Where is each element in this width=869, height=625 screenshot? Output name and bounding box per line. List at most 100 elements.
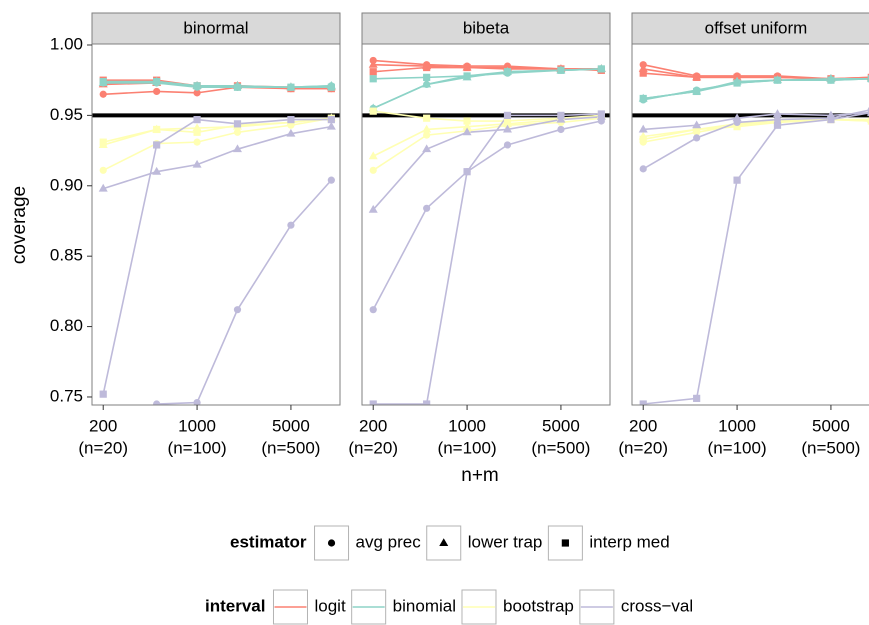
x-tick-label: 200 [629,416,657,435]
point [561,539,569,547]
point [369,400,377,405]
point [327,83,335,91]
point [422,144,432,153]
y-tick-label: 0.80 [50,316,83,335]
point [368,151,378,160]
series-line [643,111,869,131]
x-tick-sublabel: (n=100) [708,438,767,457]
point [503,111,512,119]
legend-label: interp med [589,532,669,551]
panel-border [361,43,611,406]
x-tick-sublabel: (n=20) [78,438,128,457]
point [692,120,702,129]
series-line [373,66,602,73]
point [368,204,378,213]
point [369,75,377,83]
legend-label: cross−val [621,596,693,615]
point [423,131,431,139]
point [193,89,201,97]
strip-title: binormal [183,18,248,37]
x-tick-sublabel: (n=500) [261,438,320,457]
point [422,79,432,88]
y-tick-label: 0.95 [50,105,83,124]
x-tick-label: 1000 [178,416,216,435]
point [773,121,782,129]
point [693,394,701,402]
panel-background [632,44,869,405]
series-line [643,112,869,405]
point [733,176,741,184]
point [557,111,565,119]
point [369,68,377,76]
legend-label: logit [314,596,345,615]
y-tick-label: 0.75 [50,386,83,405]
point [463,117,471,125]
point [193,138,201,146]
legend-label: bootstrap [503,596,574,615]
point [733,79,741,87]
point [422,124,432,133]
point [693,87,701,96]
legend-label: lower trap [468,532,543,551]
point [463,168,471,176]
point [232,144,242,153]
point [693,125,701,134]
point [99,138,107,146]
point [153,87,161,96]
point [503,68,512,76]
point [286,128,296,137]
point [639,69,647,77]
point [327,116,335,124]
point [557,66,565,74]
x-tick-label: 5000 [812,416,850,435]
point [463,63,471,72]
point [153,77,161,86]
point [327,539,336,547]
legend-label: avg prec [356,532,422,551]
x-tick-label: 200 [89,416,117,435]
x-tick-label: 1000 [448,416,486,435]
series-line [642,109,869,170]
point [153,141,161,149]
panel-border [631,43,869,406]
series-line [373,113,602,405]
x-tick-sublabel: (n=100) [438,438,497,457]
point [99,390,107,398]
point [423,400,431,405]
point [193,128,201,136]
point [463,72,471,80]
x-tick-label: 5000 [272,416,310,435]
point [99,90,107,98]
point [327,176,335,184]
panel-border [91,43,341,406]
panel-plot [632,61,869,405]
point [732,113,742,122]
x-tick-label: 200 [359,416,387,435]
point [369,306,377,314]
series-line [102,125,332,190]
series-line [373,110,602,122]
x-tick-sublabel: (n=500) [801,438,860,457]
point [233,83,242,91]
point [639,400,647,405]
x-tick-sublabel: (n=500) [531,438,590,457]
x-tick-label: 1000 [718,416,756,435]
point [368,59,378,68]
point [153,125,161,134]
point [193,116,201,124]
point [597,110,605,118]
series-line [102,118,332,395]
point [423,73,431,81]
legend-title: estimator [230,532,307,551]
point [639,94,647,103]
point [193,399,201,405]
point [152,166,162,175]
point [827,76,835,84]
point [597,65,605,73]
y-tick-label: 0.85 [50,246,83,265]
point [153,400,161,405]
point [99,77,107,86]
point [772,109,782,117]
point [192,159,202,168]
